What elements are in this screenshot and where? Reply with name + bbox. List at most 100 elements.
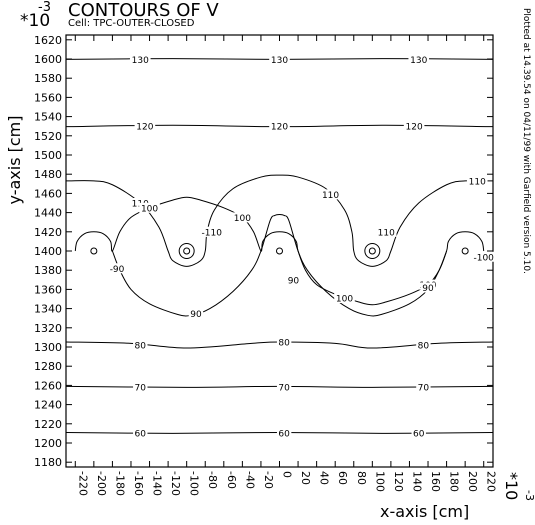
x-tick-label: 140: [410, 471, 423, 492]
y-tick-label: 1260: [34, 379, 62, 392]
x-tick-label: 220: [485, 471, 498, 492]
y-tick-label: 1320: [34, 322, 62, 335]
contour-label-bg: [416, 340, 431, 351]
contour-label-bg: [276, 337, 292, 348]
wire-marker: [461, 247, 469, 255]
plot-frame: [65, 34, 494, 468]
contour-label-bg: [276, 427, 292, 438]
x-tick-label: -100: [188, 471, 201, 496]
contour-label-bg: [269, 54, 290, 65]
x-tick-label: 20: [299, 471, 312, 485]
y-tick-label: 1240: [34, 399, 62, 412]
contour-label-bg: [420, 282, 436, 293]
contour-label-bg: [188, 308, 204, 319]
contour-level-label: 90: [422, 284, 434, 294]
contour-label-bg: [139, 202, 160, 213]
y-tick-label: 1420: [34, 226, 62, 239]
contour-level-label: 80: [135, 342, 147, 352]
contour-label-bg: [133, 427, 148, 438]
y-tick-label: 1380: [34, 264, 62, 277]
x-tick-label: 100: [373, 471, 386, 492]
contour-label-bg: [320, 189, 341, 200]
wire-ring-marker: [178, 243, 195, 259]
contour-label-bg: [106, 263, 128, 274]
contour-level-label: 90: [190, 310, 202, 320]
contour-level-label: 60: [135, 429, 147, 439]
wire-markers: [90, 243, 469, 259]
contour-level-label: 80: [278, 339, 290, 349]
contour-label-bg: [375, 226, 397, 237]
contour-label-bg: [416, 381, 431, 392]
contour-label-bg: [232, 212, 253, 223]
contour-level-label: 110: [378, 228, 395, 238]
contour-level-label: 100: [141, 204, 158, 214]
y-tick-label: 1460: [34, 187, 62, 200]
y-tick-label: 1400: [34, 245, 62, 258]
contour-level-label: 120: [406, 123, 423, 133]
contour-level-label: 130: [132, 56, 149, 66]
contour-line-90: [111, 214, 448, 317]
x-tick-label: 80: [355, 471, 368, 485]
contour-label-bg: [403, 121, 425, 132]
contour-label-bg: [129, 54, 151, 65]
contour-level-label: -110: [202, 228, 223, 238]
contour-label-bg: [133, 340, 148, 351]
y-tick-label: 1480: [34, 168, 62, 181]
contour-lines: 1301301301201201201101101101101101001001…: [65, 54, 498, 439]
contour-label-bg: [408, 54, 430, 65]
x-tick-label: -60: [225, 471, 238, 489]
contour-level-label: 70: [278, 383, 290, 393]
contour-label-bg: [134, 121, 156, 132]
wire-marker: [183, 247, 191, 255]
contour-level-label: 70: [418, 383, 430, 393]
contour-label-bg: [411, 427, 426, 438]
x-tick-label: 180: [448, 471, 461, 492]
y-tick-label: 1500: [34, 149, 62, 162]
y-axis-label: y-axis [cm]: [5, 116, 24, 205]
x-tick-label: -160: [132, 471, 145, 496]
y-tick-label: 1540: [34, 111, 62, 124]
contour-level-label: 70: [135, 383, 147, 393]
y-tick-label: 1340: [34, 303, 62, 316]
x-scale-exponent: -3: [523, 490, 535, 501]
contour-label-bg: [133, 381, 148, 392]
x-axis-ticks: -220 -200 -180 -160 -140 -120 -100 -80 -60 -40 -20…: [74, 35, 498, 496]
contour-label-bg: [470, 251, 498, 262]
y-tick-label: 1300: [34, 341, 62, 354]
y-scale-prefix: *10: [20, 11, 50, 31]
x-tick-label: -80: [206, 471, 219, 489]
contour-level-label: 120: [271, 123, 288, 133]
wire-marker: [90, 247, 98, 255]
contour-label-bg: [334, 293, 355, 304]
chart-title: CONTOURS OF V: [68, 0, 219, 21]
x-tick-label: 120: [392, 471, 405, 492]
contour-level-label: 60: [413, 429, 425, 439]
y-tick-label: 1280: [34, 360, 62, 373]
contour-level-label: 100: [234, 214, 251, 224]
contour-label-bg: [269, 121, 290, 132]
contour-label-bg: [276, 381, 292, 392]
contour-label-bg: [286, 274, 301, 285]
y-tick-label: 1620: [34, 34, 62, 47]
y-tick-label: 1180: [34, 456, 62, 469]
contour-level-label: -90: [110, 265, 125, 275]
x-tick-label: 0: [281, 471, 294, 478]
contour-level-label: 110: [322, 191, 339, 201]
contour-line-110: [65, 174, 494, 267]
contour-level-label: 90: [288, 276, 300, 286]
y-tick-label: 1360: [34, 283, 62, 296]
x-tick-label: -220: [76, 471, 89, 496]
contour-level-label: 100: [336, 295, 353, 305]
wire-marker: [276, 247, 283, 255]
plot-info-note: Plotted at 14.39.54 on 04/11/99 with Gar…: [521, 8, 531, 274]
contour-level-label: 120: [136, 123, 153, 133]
x-tick-label: -140: [151, 471, 164, 496]
y-axis-ticks: 1180 1200 1220 1240 1260 1280 1300 1320 1340 1360…: [34, 34, 493, 469]
y-tick-label: 1220: [34, 418, 62, 431]
contour-level-label: -100: [473, 253, 494, 263]
x-tick-label: 40: [318, 471, 331, 485]
x-tick-label: -40: [243, 471, 256, 489]
wire-ring-marker: [364, 243, 381, 259]
